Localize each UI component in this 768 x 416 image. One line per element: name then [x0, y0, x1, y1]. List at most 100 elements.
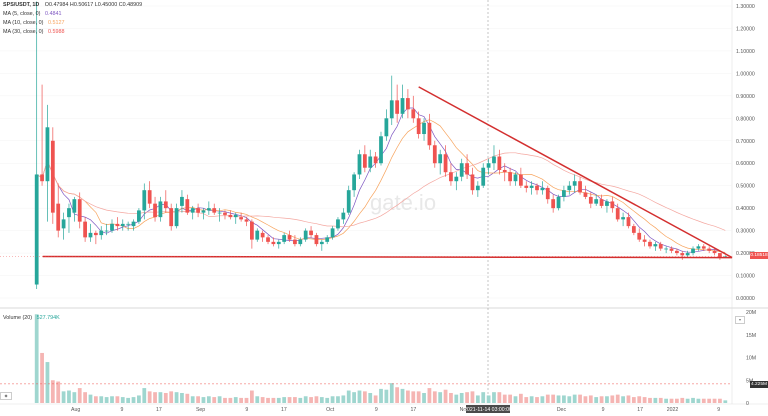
volume-bar: [384, 389, 389, 403]
volume-bar: [691, 397, 695, 403]
time-tick-label: Nov: [460, 407, 470, 413]
volume-bar: [540, 396, 545, 403]
candle-body: [67, 208, 71, 218]
volume-bar: [142, 388, 147, 403]
volume-bar: [583, 396, 588, 403]
volume-bar: [615, 394, 620, 403]
volume-bar: [319, 397, 324, 403]
candle-body: [416, 118, 421, 135]
volume-bar: [497, 392, 502, 403]
price-tick-label: 1.00000: [736, 71, 755, 77]
price-tick-label: 0.20000: [736, 251, 755, 257]
volume-bar: [185, 393, 190, 403]
candle-body: [357, 154, 362, 175]
candle-body: [309, 230, 313, 236]
candle-body: [529, 185, 534, 188]
volume-bar: [718, 398, 722, 403]
candle-body: [605, 201, 609, 206]
candle-body: [626, 217, 631, 227]
volume-bar: [137, 395, 141, 403]
time-tick-label: 17: [156, 407, 162, 413]
candle-body: [578, 181, 582, 193]
ma10-legend: MA (10, close, 0) 0.5127: [3, 20, 64, 26]
candle-body: [518, 174, 523, 186]
volume-bar: [664, 398, 669, 403]
volume-bar: [524, 397, 529, 403]
candle-body: [373, 156, 378, 164]
volume-bar: [169, 391, 174, 403]
candle-body: [492, 156, 496, 164]
volume-bar: [83, 392, 87, 403]
volume-bar: [223, 397, 227, 403]
price-tick-label: 0.30000: [736, 229, 755, 235]
volume-bar: [298, 397, 303, 403]
volume-bar: [701, 398, 706, 403]
volume-bar: [212, 397, 217, 403]
volume-bar: [255, 396, 260, 403]
price-tick-label: 0.60000: [736, 161, 755, 167]
volume-bar: [696, 398, 701, 403]
volume-bar: [572, 394, 577, 403]
candle-body: [50, 140, 55, 213]
collapse-button[interactable]: ▾: [735, 316, 745, 324]
volume-bar: [77, 388, 82, 403]
time-tick-label: 17: [281, 407, 287, 413]
volume-bar: [658, 397, 663, 403]
symbol-legend: SPS/USDT, 1D O0.47984 H0.50617 L0.45000 …: [3, 2, 142, 8]
volume-bar: [325, 397, 330, 403]
volume-bar: [56, 381, 61, 403]
candle-body: [610, 201, 615, 209]
time-tick-label: 17: [637, 407, 643, 413]
candle-body: [427, 122, 432, 146]
candle-body: [131, 221, 136, 227]
candle-body: [701, 246, 706, 249]
volume-bar: [432, 391, 437, 403]
volume-bar: [459, 392, 464, 403]
volume-bar: [675, 398, 679, 403]
volume-bar: [648, 397, 652, 403]
volume-bar: [293, 397, 297, 403]
volume-bar: [653, 397, 658, 403]
volume-bar: [50, 380, 55, 403]
volume-bar: [131, 397, 136, 403]
time-tick-label: 17: [410, 407, 416, 413]
candle-body: [621, 217, 625, 220]
volume-bar: [153, 392, 157, 403]
volume-bar: [406, 390, 410, 403]
candle-body: [190, 208, 195, 213]
volume-bar: [303, 396, 308, 403]
volume-bar: [250, 390, 254, 403]
price-tick-label: 0.50000: [736, 184, 755, 190]
candle-body: [228, 214, 233, 218]
candle-body: [470, 174, 475, 191]
candle-body: [588, 196, 593, 204]
price-tick-label: 0.40000: [736, 206, 755, 212]
candle-body: [93, 232, 98, 236]
crosshair-date-box: [466, 405, 510, 413]
volume-bar: [712, 398, 717, 403]
volume-bar: [502, 394, 507, 403]
volume-bar: [508, 394, 512, 403]
candle-body: [368, 156, 373, 168]
candle-body: [56, 203, 61, 231]
volume-bar: [45, 362, 50, 403]
candle-body: [637, 232, 642, 240]
candle-body: [599, 199, 604, 206]
volume-bar: [228, 397, 233, 403]
time-tick-label: 9: [602, 407, 605, 413]
candle-body: [212, 208, 217, 213]
candle-body: [233, 214, 238, 218]
ma30-line: [36, 152, 726, 231]
volume-tick-label: 20M: [746, 310, 756, 316]
volume-bar: [282, 397, 287, 403]
candle-body: [336, 219, 340, 229]
volume-bar: [314, 396, 319, 403]
candle-body: [438, 154, 443, 164]
volume-bar: [389, 383, 394, 403]
volume-bar: [631, 397, 636, 403]
ohlc-values: O0.47984 H0.50617 L0.45000 C0.48909: [44, 2, 143, 8]
volume-bar: [93, 396, 98, 403]
candle-body: [615, 208, 620, 220]
